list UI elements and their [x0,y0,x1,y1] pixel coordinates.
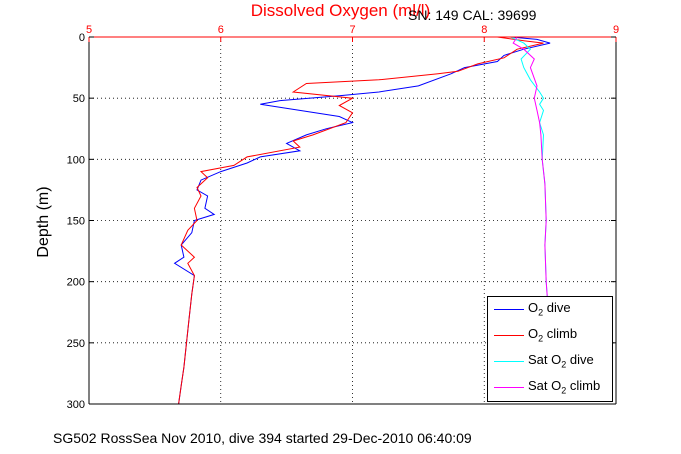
x-tick-label-7: 7 [349,24,355,36]
x-tick-label-8: 8 [481,24,487,36]
y-tick-label-100: 100 [67,154,85,166]
y-tick-label-50: 50 [73,93,85,105]
legend-label-o2-dive: O2 dive [528,300,571,318]
chart-title: Dissolved Oxygen (ml/l) [0,1,681,21]
y-tick-label-250: 250 [67,338,85,350]
legend-swatch-o2-climb [494,335,524,336]
serial-cal-label: SN: 149 CAL: 39699 [408,7,537,23]
dive-caption: SG502 RossSea Nov 2010, dive 394 started… [53,430,472,446]
legend-item-sat-climb: Sat O2 climb [488,375,612,401]
series-lines [173,36,551,405]
series-line-2 [510,36,548,301]
legend: O2 dive O2 climb Sat O2 dive Sat O2 clim… [487,296,613,402]
x-tick-label-6: 6 [218,24,224,36]
legend-item-o2-climb: O2 climb [488,323,612,349]
chart-title-text: Dissolved Oxygen (ml/l) [250,1,431,20]
y-tick-label-150: 150 [67,216,85,228]
x-tick-label-9: 9 [613,24,619,36]
legend-label-sat-dive: Sat O2 dive [528,352,594,370]
legend-item-o2-dive: O2 dive [488,297,612,323]
y-tick-label-0: 0 [79,32,85,44]
series-line-1 [178,36,544,405]
axes: 5 6 7 8 9 0 50 100 150 200 250 300 [67,24,619,411]
y-tick-label-200: 200 [67,277,85,289]
legend-swatch-o2-dive [494,309,524,310]
x-tick-label-5: 5 [86,24,92,36]
legend-label-o2-climb: O2 climb [528,326,578,344]
legend-label-sat-climb: Sat O2 climb [528,378,601,396]
series-line-0 [173,36,551,405]
series-line-3 [512,36,548,301]
legend-swatch-sat-climb [494,387,524,388]
y-tick-label-300: 300 [67,399,85,411]
legend-swatch-sat-dive [494,361,524,362]
legend-item-sat-dive: Sat O2 dive [488,349,612,375]
